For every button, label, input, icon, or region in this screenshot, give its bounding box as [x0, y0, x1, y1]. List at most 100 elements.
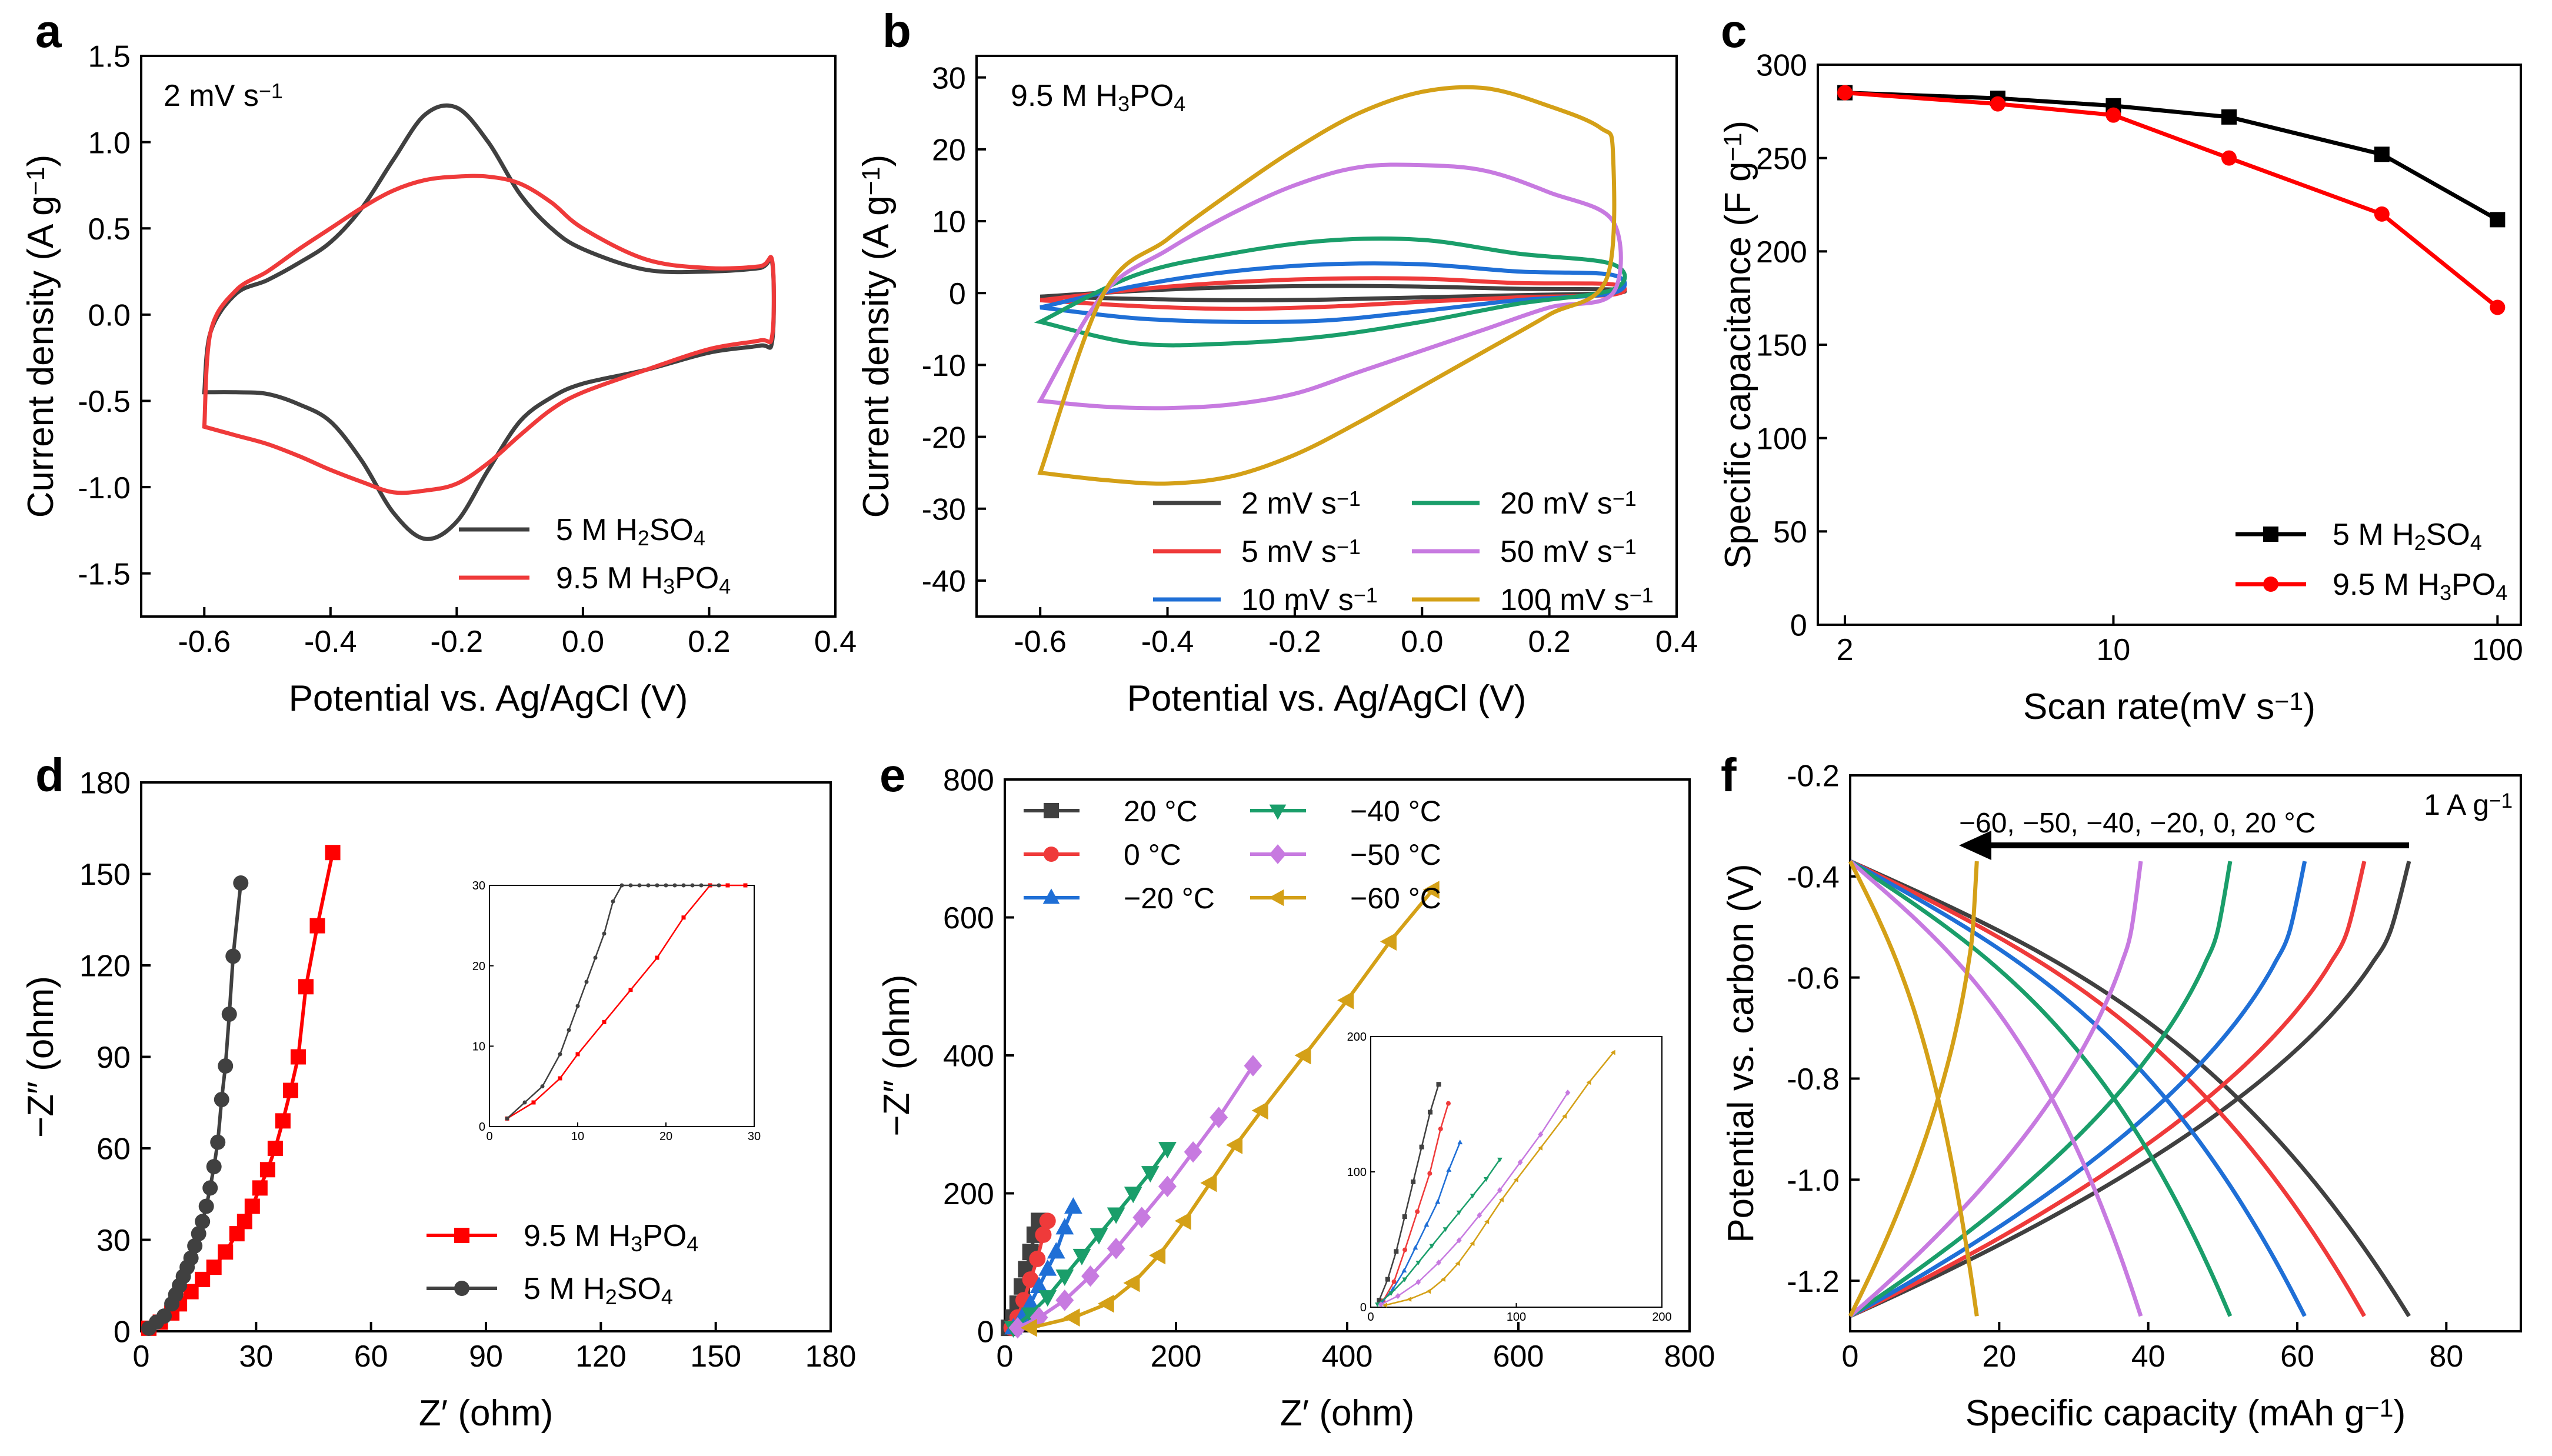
panel-a: a -0.6 -0.4 -0.2 0.0 0.2 0.4 -1.5 -1.0 -0.5 0.0 0.5… [21, 5, 857, 719]
x-tick-label: 600 [1493, 1340, 1544, 1374]
x-tick-label: 200 [1151, 1340, 1202, 1374]
legend-label: 0 °C [1124, 838, 1181, 871]
y-tick-label: -0.5 [78, 385, 131, 419]
inset-point [1407, 1297, 1412, 1302]
inset-point [1497, 1157, 1502, 1162]
legend-marker [1269, 804, 1287, 820]
data-point [1038, 1290, 1057, 1307]
inset-point [1442, 1227, 1448, 1232]
x-tick-label: 0.2 [688, 625, 730, 659]
data-point [1008, 1317, 1027, 1339]
inset-point [628, 883, 633, 888]
inset-line [507, 884, 745, 1120]
x-axis-label: Z′ (ohm) [419, 1393, 554, 1434]
y-tick-label: 1.5 [88, 40, 131, 74]
inset-point [1537, 1145, 1542, 1151]
y-tick-label: 0 [1790, 609, 1807, 643]
y-tick-label: -0.4 [1787, 861, 1840, 895]
inset-point [655, 955, 659, 960]
cv-curve [1037, 85, 1617, 486]
annotation: 9.5 M H3PO4 [1011, 79, 1185, 116]
y-tick-label: 250 [1756, 142, 1807, 176]
inset-point [1412, 1245, 1418, 1250]
x-tick-label: 0 [1842, 1340, 1859, 1374]
y-tick-label: 50 [1773, 515, 1807, 549]
x-tick-label: 20 [659, 1130, 672, 1143]
inset-point [540, 1084, 545, 1089]
data-point [202, 1180, 218, 1196]
y-tick-label: 0 [479, 1121, 485, 1134]
data-point [206, 1260, 222, 1275]
inset-point [558, 1076, 562, 1081]
y-axis-label: −Z″ (ohm) [21, 976, 61, 1138]
annotation: 2 mV s−1 [164, 79, 283, 113]
series-line [1844, 91, 2499, 222]
charge-curve [1849, 861, 2233, 1318]
panel-d: d 0 30 60 90 120 150 180 0 30 60 90 120 150 180 Z′ (ohm… [21, 749, 856, 1434]
inset-point [1446, 1167, 1452, 1172]
inset-point [1484, 1219, 1490, 1224]
inset-point [1402, 1214, 1407, 1220]
inset-point [699, 883, 704, 888]
y-tick-label: -1.0 [78, 471, 131, 505]
inset-point [1477, 1212, 1482, 1218]
data-point [1244, 1055, 1262, 1077]
inset-point [593, 955, 598, 960]
x-tick-label: 2 [1837, 633, 1854, 667]
x-tick-label: 20 [1982, 1340, 2016, 1374]
legend-label: 9.5 M H3PO4 [524, 1219, 698, 1256]
inset-point [1456, 1237, 1462, 1244]
x-tick-label: 10 [571, 1130, 584, 1143]
y-tick-label: 60 [96, 1132, 131, 1167]
x-tick-label: 40 [2131, 1340, 2165, 1374]
data-point [214, 1092, 229, 1108]
arrow-label: −60, −50, −40, −20, 0, 20 °C [1959, 808, 2316, 839]
y-tick-label: -0.2 [1787, 759, 1840, 794]
x-axis-label: Scan rate(mV s−1) [2023, 687, 2316, 727]
inset-point [1394, 1249, 1399, 1254]
x-tick-label: 400 [1322, 1340, 1373, 1374]
data-point [1035, 1226, 1052, 1243]
inset-point [1610, 1049, 1615, 1055]
y-tick-label: 800 [943, 764, 994, 798]
data-point [1097, 1294, 1114, 1313]
x-tick-label: 0 [486, 1130, 492, 1143]
inset-point [1470, 1194, 1475, 1199]
data-point [1029, 1250, 1046, 1267]
inset-point [1455, 1261, 1460, 1266]
y-tick-label: 100 [1756, 422, 1807, 456]
plot-frame [140, 781, 832, 1332]
x-axis-label: Specific capacity (mAh g−1) [1965, 1393, 2406, 1434]
data-point [1047, 1242, 1065, 1259]
x-tick-label: 0.4 [1655, 625, 1698, 659]
y-tick-label: 400 [943, 1039, 994, 1074]
data-point [1837, 85, 1853, 101]
data-point [195, 1214, 211, 1230]
legend-marker [1044, 803, 1059, 818]
legend-marker [2263, 577, 2278, 592]
y-tick-label: 200 [1756, 235, 1807, 269]
panel-label: c [1721, 5, 1747, 57]
y-tick-label: 0 [114, 1315, 131, 1350]
legend-label: 9.5 M H3PO4 [2333, 568, 2507, 605]
y-tick-label: 200 [1347, 1031, 1367, 1044]
cv-curve [1040, 276, 1627, 311]
x-tick-label: -0.4 [1141, 625, 1194, 659]
y-tick-label: 150 [1756, 329, 1807, 363]
inset-point [1415, 1209, 1420, 1214]
data-point [1380, 932, 1397, 951]
x-axis-label: Potential vs. Ag/AgCl (V) [289, 678, 688, 719]
data-point [198, 1198, 214, 1214]
inset-point [531, 1100, 536, 1105]
inset-point [619, 883, 624, 888]
data-point [267, 1141, 283, 1156]
panel-e: e 0 200 400 600 800 0 200 400 600 800 Z′ (ohm) −Z″ (… [877, 749, 1715, 1434]
inset-point [1378, 1301, 1384, 1308]
inset-point [1427, 1171, 1432, 1176]
data-point [1337, 991, 1354, 1009]
data-point [1055, 1290, 1074, 1311]
x-tick-label: 30 [239, 1340, 273, 1374]
y-tick-label: 10 [932, 205, 966, 239]
y-tick-label: 120 [79, 949, 131, 984]
data-point [1055, 1270, 1074, 1286]
